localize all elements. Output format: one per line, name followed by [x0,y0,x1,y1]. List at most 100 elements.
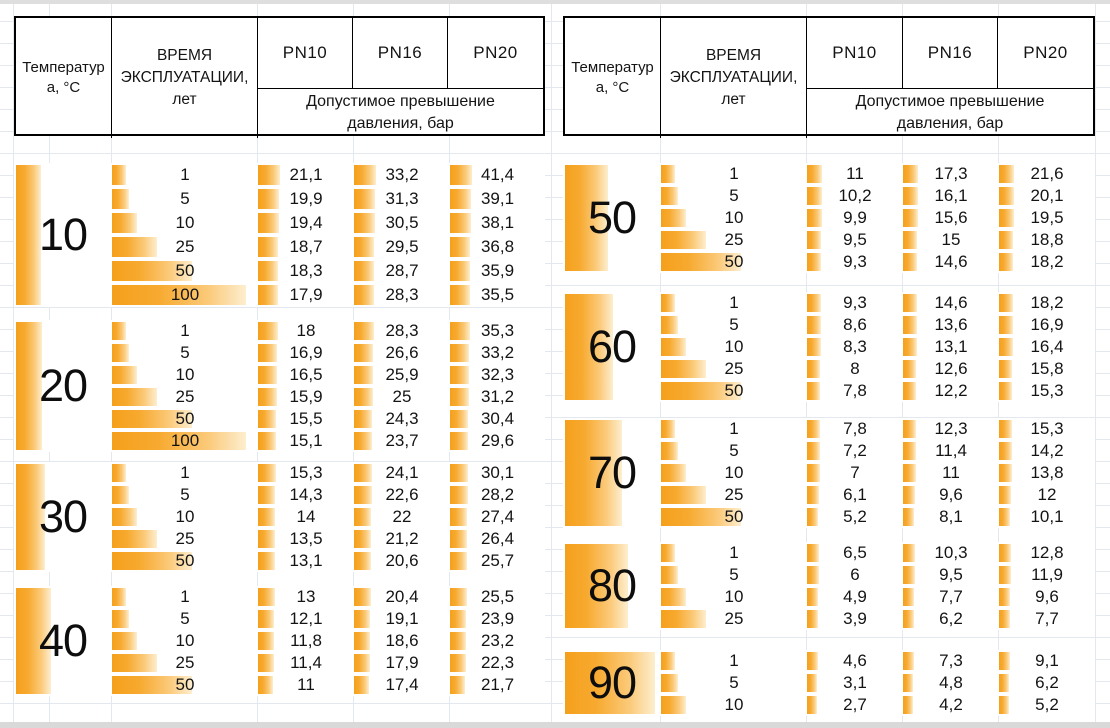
pressure-cell-pn20: 7,7 [999,608,1095,630]
years-cell: 10 [661,207,807,229]
years-cell: 5 [112,608,258,630]
pressure-value: 25,5 [480,587,515,606]
pressure-data-bar [450,552,467,570]
pressure-cell-pn16: 11,4 [903,440,999,462]
pressure-value: 10,3 [934,543,968,562]
pressure-value: 9,6 [939,485,963,504]
years-value: 25 [175,387,195,406]
years-cell: 10 [661,462,807,484]
pressure-value: 14,6 [934,293,968,312]
years-data-bar [661,209,686,227]
years-data-bar [661,231,706,249]
pressure-cell-pn10: 11 [807,163,903,185]
years-value: 10 [724,463,744,482]
pressure-data-bar [807,674,817,692]
pressure-cell-pn16: 7,7 [903,586,999,608]
pressure-cell-pn20: 9,6 [999,586,1095,608]
pressure-cell-pn16: 22,6 [354,484,450,506]
pressure-data-bar [807,610,818,628]
years-data-bar [661,316,678,334]
pressure-cell-pn16: 24,1 [354,462,450,484]
years-data-bar [661,187,678,205]
pressure-data-bar [999,382,1012,400]
temperature-value: 40 [38,615,88,666]
pressure-value: 14 [296,507,316,526]
pressure-value: 15,1 [289,431,323,450]
pressure-data-bar [807,253,821,271]
years-data-bar [661,338,686,356]
pressure-value: 39,1 [480,189,515,208]
pressure-cell-pn16: 13,6 [903,314,999,336]
pressure-data-bar [999,165,1014,183]
pressure-value: 25 [392,387,412,406]
pressure-cell-pn10: 19,4 [258,211,354,235]
pressure-data-bar [258,388,277,406]
years-cell: 50 [112,550,258,572]
pressure-value: 21,6 [1030,164,1064,183]
pressure-cell-pn20: 25,5 [450,586,545,608]
pressure-data-bar [354,464,372,482]
pressure-value: 21,7 [480,675,515,694]
pressure-cell-pn20: 30,1 [450,462,545,484]
pn10-column-header: PN10 [807,18,903,89]
pn10-column-header: PN10 [258,18,353,89]
pressure-value: 16,5 [289,365,323,384]
pressure-data-bar [258,676,273,694]
pressure-data-bar [354,432,372,450]
pressure-value: 7,7 [939,587,963,606]
pressure-cell-pn10: 6,1 [807,484,903,506]
pressure-cell-pn10: 18 [258,320,354,342]
pressure-value: 11 [846,164,864,183]
pressure-cell-pn20: 18,2 [999,251,1095,273]
pressure-data-bar [903,294,917,312]
pressure-cell-pn10: 16,5 [258,364,354,386]
years-value: 10 [724,337,744,356]
years-value: 10 [175,213,195,232]
pressure-cell-pn20: 5,2 [999,694,1095,716]
temperature-block-70: 70 1 7,8 12,3 15,3 5 7,2 11,4 14,2 10 7 11 13,8 25 6,1… [563,418,1095,528]
pressure-cell-pn20: 6,2 [999,672,1095,694]
years-value: 25 [724,609,744,628]
temperature-block-50: 50 1 11 17,3 21,6 5 10,2 16,1 20,1 10 9,9 15,6 19,5 2… [563,163,1095,273]
grid-vertical-lines [0,0,1,728]
pressure-value: 15,5 [289,409,323,428]
pressure-value: 9,9 [843,208,867,227]
years-value: 25 [175,653,195,672]
pressure-value: 36,8 [480,237,515,256]
years-data-bar [112,189,129,209]
pressure-cell-pn10: 4,9 [807,586,903,608]
temperature-block-60: 60 1 9,3 14,6 18,2 5 8,6 13,6 16,9 10 8,3 13,1 16,4 2… [563,292,1095,402]
pressure-data-bar [258,213,279,233]
pressure-value: 7,8 [843,419,867,438]
pressure-value: 18 [296,321,316,340]
pressure-data-bar [258,588,275,606]
temperature-cell: 60 [563,292,661,402]
years-data-bar [112,285,246,305]
years-value: 1 [180,463,190,482]
pressure-cell-pn10: 12,1 [258,608,354,630]
temperature-cell: 50 [563,163,661,273]
pressure-data-bar [450,322,470,340]
allowed-overpressure-header: Допустимое превышение давления, бар [855,93,1045,133]
years-data-bar [112,632,137,650]
pressure-data-bar [807,442,820,460]
temperature-column-label: Температура, °С [22,58,105,96]
pressure-data-bar [903,187,918,205]
years-cell: 50 [112,259,258,283]
pressure-value: 12 [1037,485,1057,504]
pressure-cell-pn10: 2,7 [807,694,903,716]
pressure-value: 15,3 [1030,419,1064,438]
pressure-data-bar [258,486,275,504]
temperature-block-20: 20 1 18 28,3 35,3 5 16,9 26,6 33,2 10 16,5 25,9 32,3… [14,320,545,452]
pressure-data-bar [450,189,471,209]
pressure-value: 6,1 [843,485,867,504]
pressure-value: 15 [941,230,961,249]
pressure-data-bar [999,316,1013,334]
pressure-value: 11,9 [1031,565,1063,584]
pressure-cell-pn20: 30,4 [450,408,545,430]
pressure-data-bar [807,360,820,378]
pressure-cell-pn16: 4,8 [903,672,999,694]
pressure-value: 5,2 [1035,695,1059,714]
pressure-value: 32,3 [480,365,515,384]
pressure-cell-pn16: 28,3 [354,283,450,307]
